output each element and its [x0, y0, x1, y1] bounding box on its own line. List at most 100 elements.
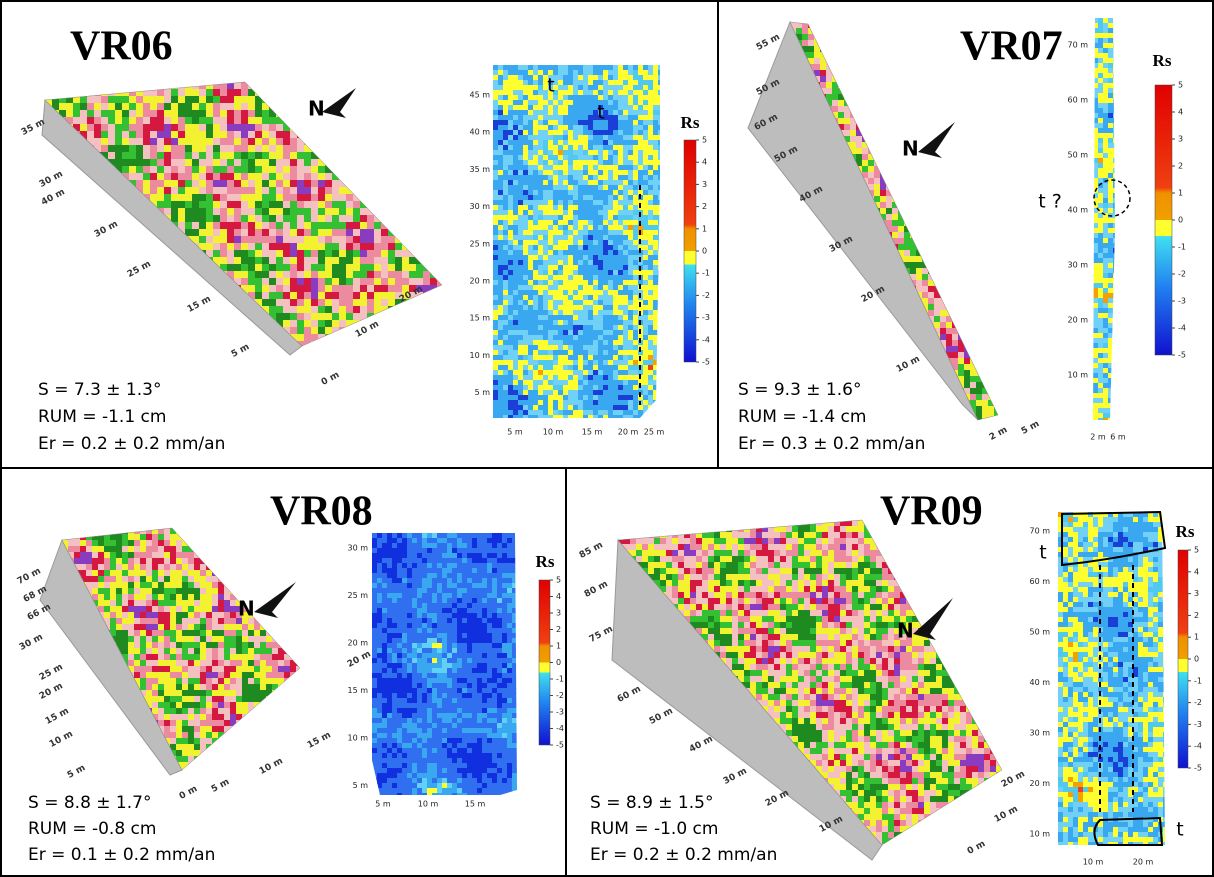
heat-cell	[573, 235, 579, 241]
heat-cell	[269, 103, 277, 111]
heat-cell	[528, 155, 534, 161]
heat-cell	[814, 226, 821, 233]
heat-cell	[367, 222, 375, 230]
heat-cell	[503, 335, 509, 341]
heat-cell	[628, 365, 634, 371]
heat-cell	[648, 320, 654, 326]
heat-cell	[588, 75, 594, 81]
heat-cell	[790, 340, 797, 347]
heat-cell	[618, 90, 624, 96]
heat-cell	[262, 110, 270, 118]
heat-cell	[603, 380, 609, 386]
heat-cell	[568, 110, 574, 116]
heat-cell	[409, 187, 417, 195]
surface-label: 40 m	[40, 187, 67, 208]
heat-cell	[346, 124, 354, 132]
heat-cell	[108, 117, 116, 125]
heat-cell	[658, 365, 660, 371]
heat-cell	[395, 299, 403, 307]
heat-cell	[633, 350, 639, 356]
heat-cell	[583, 250, 589, 256]
heat-cell	[538, 175, 544, 181]
heat-cell	[325, 292, 333, 300]
heat-cell	[513, 95, 519, 101]
heat-cell	[603, 155, 609, 161]
heat-cell	[234, 166, 242, 174]
heat-cell	[402, 306, 410, 314]
heat-cell	[603, 390, 609, 396]
heat-cell	[503, 220, 509, 226]
heat-cell	[94, 257, 102, 265]
heat-cell	[568, 285, 574, 291]
heat-cell	[658, 115, 660, 121]
heat-cell	[588, 95, 594, 101]
heat-cell	[598, 340, 604, 346]
heat-cell	[603, 100, 609, 106]
heat-cell	[325, 243, 333, 251]
heat-cell	[593, 210, 599, 216]
heat-cell	[553, 330, 559, 336]
heat-cell	[513, 290, 519, 296]
heat-cell	[648, 350, 654, 356]
heat-cell	[311, 89, 319, 97]
heat-cell	[563, 135, 569, 141]
heat-cell	[402, 180, 410, 188]
heat-cell	[150, 103, 158, 111]
heat-cell	[192, 110, 200, 118]
heat-cell	[423, 82, 431, 90]
heat-cell	[213, 243, 221, 251]
heat-cell	[241, 229, 249, 237]
heat-cell	[423, 180, 431, 188]
heat-cell	[164, 96, 172, 104]
heat-cell	[178, 201, 186, 209]
heat-cell	[508, 375, 514, 381]
heat-cell	[108, 82, 116, 90]
heat-cell	[108, 145, 116, 153]
heat-cell	[648, 180, 654, 186]
heat-cell	[395, 89, 403, 97]
heat-cell	[332, 320, 340, 328]
heat-cell	[409, 278, 417, 286]
heat-cell	[613, 410, 619, 416]
heat-cell	[269, 264, 277, 272]
heat-cell	[220, 117, 228, 125]
heat-cell	[573, 330, 579, 336]
heat-cell	[543, 225, 549, 231]
heat-cell	[185, 96, 193, 104]
heat-cell	[598, 195, 604, 201]
heat-cell	[503, 295, 509, 301]
heat-cell	[220, 89, 228, 97]
heat-cell	[588, 150, 594, 156]
heat-cell	[206, 250, 214, 258]
heat-cell	[318, 124, 326, 132]
heat-cell	[136, 243, 144, 251]
heat-cell	[523, 295, 529, 301]
heat-cell	[603, 285, 609, 291]
heat-cell	[241, 103, 249, 111]
heat-cell	[66, 320, 74, 328]
heat-cell	[508, 300, 514, 306]
heat-cell	[508, 345, 514, 351]
heat-cell	[513, 330, 519, 336]
heat-cell	[558, 295, 564, 301]
heat-cell	[283, 271, 291, 279]
heat-cell	[583, 135, 589, 141]
heat-cell	[94, 124, 102, 132]
heat-cell	[573, 385, 579, 391]
heat-cell	[518, 325, 524, 331]
heat-cell	[558, 375, 564, 381]
heat-cell	[553, 195, 559, 201]
heat-cell	[593, 380, 599, 386]
heat-cell	[66, 292, 74, 300]
heat-cell	[558, 110, 564, 116]
heat-cell	[206, 173, 214, 181]
heat-cell	[623, 235, 629, 241]
heat-cell	[603, 365, 609, 371]
heat-cell	[518, 395, 524, 401]
heat-cell	[543, 205, 549, 211]
heat-cell	[618, 330, 624, 336]
heat-cell	[563, 350, 569, 356]
heat-cell	[423, 145, 431, 153]
heat-cell	[493, 200, 499, 206]
heat-cell	[658, 225, 660, 231]
